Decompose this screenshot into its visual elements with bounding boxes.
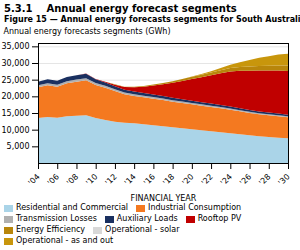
html-text:Residential and Commercial: Residential and Commercial: [16, 203, 129, 212]
svg-text:5,000: 5,000: [7, 142, 30, 151]
svg-text:Annual energy forecasts segmen: Annual energy forecasts segments (GWh): [4, 27, 171, 36]
svg-text:'08: '08: [65, 172, 80, 187]
html-text:5.3.1 Annual energy forecast s: 5.3.1 Annual energy forecast segments: [4, 3, 237, 14]
svg-text:30,000: 30,000: [2, 59, 30, 68]
svg-text:'16: '16: [142, 172, 157, 187]
svg-text:'24: '24: [219, 172, 234, 187]
html-text:Auxiliary Loads: Auxiliary Loads: [116, 214, 178, 223]
svg-text:'10: '10: [84, 172, 99, 187]
svg-text:FINANCIAL YEAR: FINANCIAL YEAR: [131, 194, 197, 203]
svg-text:'20: '20: [180, 172, 195, 187]
svg-text:'28: '28: [257, 172, 272, 187]
svg-text:'18: '18: [161, 172, 176, 187]
svg-text:10,000: 10,000: [2, 126, 30, 135]
html-text:Energy Efficiency: Energy Efficiency: [16, 225, 86, 234]
html-text:Rooftop PV: Rooftop PV: [197, 214, 242, 223]
svg-text:'30: '30: [277, 172, 292, 187]
svg-text:'26: '26: [238, 172, 253, 187]
svg-text:'22: '22: [200, 172, 215, 187]
svg-text:'04: '04: [27, 172, 42, 187]
html-text:Industrial Consumption: Industrial Consumption: [148, 203, 242, 212]
svg-text:35,000: 35,000: [2, 42, 30, 51]
svg-text:15,000: 15,000: [2, 109, 30, 118]
html-text:Transmission Losses: Transmission Losses: [16, 214, 97, 223]
svg-text:'06: '06: [46, 172, 61, 187]
svg-text:20,000: 20,000: [2, 92, 30, 101]
html-text:Operational - as and out: Operational - as and out: [16, 236, 114, 245]
svg-text:'12: '12: [104, 172, 119, 187]
svg-text:'14: '14: [123, 172, 138, 187]
html-text:Operational - solar: Operational - solar: [105, 225, 180, 234]
svg-text:25,000: 25,000: [2, 76, 30, 85]
